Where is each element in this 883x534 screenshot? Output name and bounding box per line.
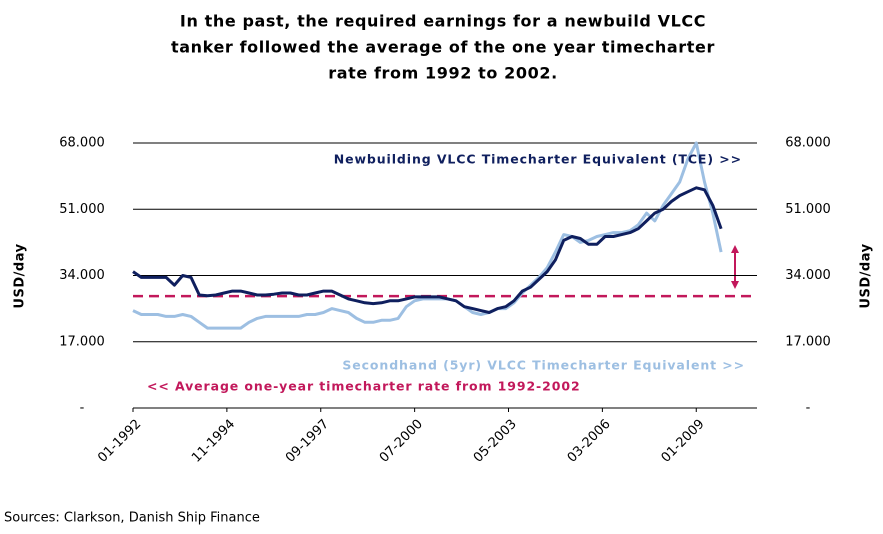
gap-arrow	[731, 245, 739, 289]
series-line	[132, 141, 723, 330]
source-note: Sources: Clarkson, Danish Ship Finance	[4, 511, 260, 526]
y2-tick-label: 17.000	[785, 334, 831, 349]
legend-label: << Average one-year timecharter rate fro…	[147, 379, 581, 394]
y-tick-label: 68.000	[59, 136, 105, 151]
y2-tick-label: -	[806, 401, 811, 416]
y-tick-label: -	[80, 401, 85, 416]
y2-tick-label: 68.000	[785, 136, 831, 151]
y-axis-label: USD/day	[13, 243, 28, 308]
y2-axis-label: USD/day	[859, 243, 874, 308]
x-tick-label: 01-1992	[95, 417, 144, 466]
x-tick-label: 01-2009	[659, 417, 708, 466]
x-tick-label: 07-2000	[377, 417, 426, 466]
chart-title: In the past, the required earnings for a…	[180, 12, 706, 31]
y2-tick-label: 51.000	[785, 202, 831, 217]
arrow-head	[731, 245, 739, 253]
x-tick-label: 09-1997	[283, 417, 332, 466]
chart-title: rate from 1992 to 2002.	[328, 64, 558, 83]
x-tick-label: 03-2006	[565, 417, 614, 466]
x-tick-label: 11-1994	[189, 417, 238, 466]
y-tick-label: 17.000	[59, 334, 105, 349]
y-tick-label: 34.000	[59, 268, 105, 283]
legend-label: Secondhand (5yr) VLCC Timecharter Equiva…	[342, 358, 745, 373]
chart-title: tanker followed the average of the one y…	[171, 38, 715, 57]
y2-tick-label: 34.000	[785, 268, 831, 283]
series-line	[132, 186, 723, 314]
arrow-head	[731, 281, 739, 289]
legend-label: Newbuilding VLCC Timecharter Equivalent …	[334, 152, 742, 167]
y-tick-label: 51.000	[59, 202, 105, 217]
x-tick-label: 05-2003	[471, 417, 520, 466]
